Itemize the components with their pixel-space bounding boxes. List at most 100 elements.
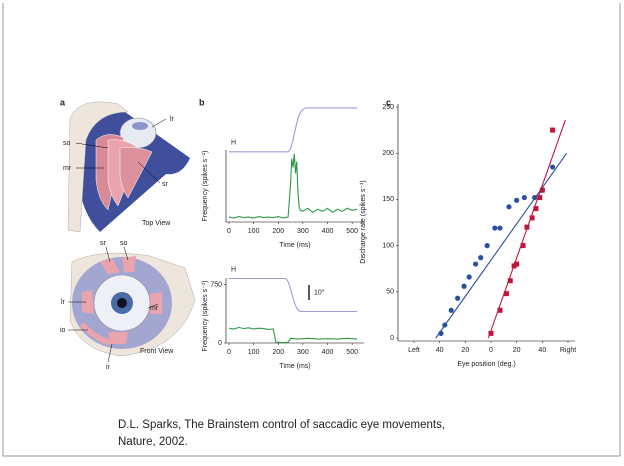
muscle-label: io: [60, 327, 66, 334]
point: [514, 261, 520, 267]
x-tick-label: 200: [272, 228, 284, 235]
muscle-label: ir: [106, 364, 111, 371]
cornea: [132, 122, 148, 130]
muscle: [82, 290, 94, 314]
point: [550, 127, 556, 133]
scale-bar-label: 10°: [314, 288, 325, 296]
x-axis-title: Time (ms): [279, 363, 310, 370]
muscle-label: lr: [61, 299, 66, 306]
point: [478, 255, 484, 261]
point: [506, 204, 512, 210]
muscle-label: so: [120, 240, 128, 247]
leader: [75, 142, 109, 149]
y-tick-label: 250: [382, 104, 394, 111]
x-tick-label: Right: [560, 347, 576, 354]
point: [466, 274, 472, 280]
muscle: [80, 322, 112, 346]
leader: [151, 118, 167, 128]
x-tick-label: 500: [346, 228, 358, 235]
x-tick-label: 40: [436, 347, 444, 354]
point: [514, 197, 520, 203]
point: [461, 283, 467, 289]
x-axis-title: Time (ms): [279, 242, 310, 249]
x-tick-label: 20: [513, 347, 521, 354]
x-tick-label: 400: [322, 228, 334, 235]
top-view-drawing: [67, 101, 190, 233]
line: [435, 152, 568, 339]
y-axis-title: Discharge rate (spikes s⁻¹): [360, 180, 367, 263]
y-tick-label: 100: [382, 242, 394, 249]
leader: [105, 246, 111, 263]
point: [507, 278, 513, 284]
point: [455, 295, 461, 301]
muscle-label: so: [63, 140, 71, 147]
leader: [107, 343, 113, 363]
point: [524, 224, 530, 230]
x-axis-title: Eye position (deg.): [457, 361, 515, 368]
x-tick-label: Left: [408, 347, 420, 354]
x-tick-label: 100: [248, 349, 260, 356]
muscle-label: mr: [63, 165, 72, 172]
line: [229, 107, 358, 153]
muscle: [119, 147, 153, 199]
slide-border: [2, 3, 621, 457]
x-tick-label: 40: [538, 347, 546, 354]
point: [533, 206, 539, 212]
y-axis-title: Frequency (spikes s⁻¹): [202, 151, 209, 222]
point: [448, 307, 454, 313]
point: [497, 225, 503, 231]
x-tick-label: 0: [489, 347, 493, 354]
leader: [137, 161, 161, 184]
panel-label: c: [386, 97, 391, 107]
x-tick-label: 300: [297, 228, 309, 235]
caption-line: D.L. Sparks, The Brainstem control of sa…: [118, 419, 445, 431]
panel-label: a: [60, 97, 66, 107]
line: [229, 277, 358, 313]
x-tick-label: 400: [322, 349, 334, 356]
view-caption: Top View: [142, 220, 171, 227]
point: [539, 187, 545, 193]
trace-label: H: [231, 140, 236, 147]
point: [521, 194, 527, 201]
muscle: [108, 332, 128, 344]
point: [537, 195, 543, 201]
point: [550, 164, 556, 170]
x-tick-label: 20: [461, 347, 469, 354]
caption-line: Nature, 2002.: [118, 436, 188, 448]
muscle-label: sr: [162, 181, 169, 188]
point: [497, 307, 503, 313]
line: [228, 326, 358, 344]
pupil: [117, 298, 127, 308]
view-caption: Front View: [140, 348, 174, 355]
leader: [123, 246, 129, 261]
x-tick-label: 500: [346, 349, 358, 356]
y-tick-label: 50: [386, 289, 394, 296]
point: [529, 215, 535, 221]
muscle: [150, 292, 162, 314]
muscle: [122, 256, 136, 272]
x-tick-label: 100: [248, 228, 260, 235]
bone: [67, 101, 129, 233]
point: [473, 261, 479, 267]
line: [487, 119, 566, 339]
front-view-drawing: [68, 246, 196, 363]
point: [492, 225, 498, 231]
muscle: [100, 258, 120, 274]
x-tick-label: 200: [272, 349, 284, 356]
x-tick-label: 0: [227, 349, 231, 356]
y-tick-label: 0: [390, 335, 394, 342]
muscle-label: mr: [150, 305, 159, 312]
y-tick-label: 750: [210, 281, 222, 288]
muscle-label: lr: [170, 116, 175, 123]
muscle-label: sr: [100, 240, 107, 247]
point: [484, 243, 490, 249]
y-axis-title: Frequency (spikes s⁻¹): [202, 281, 209, 352]
leader: [147, 303, 159, 309]
x-tick-label: 0: [227, 228, 231, 235]
y-tick-label: 200: [382, 150, 394, 157]
y-tick-label: 150: [382, 196, 394, 203]
line: [228, 153, 358, 219]
trace-label: H: [231, 266, 236, 273]
